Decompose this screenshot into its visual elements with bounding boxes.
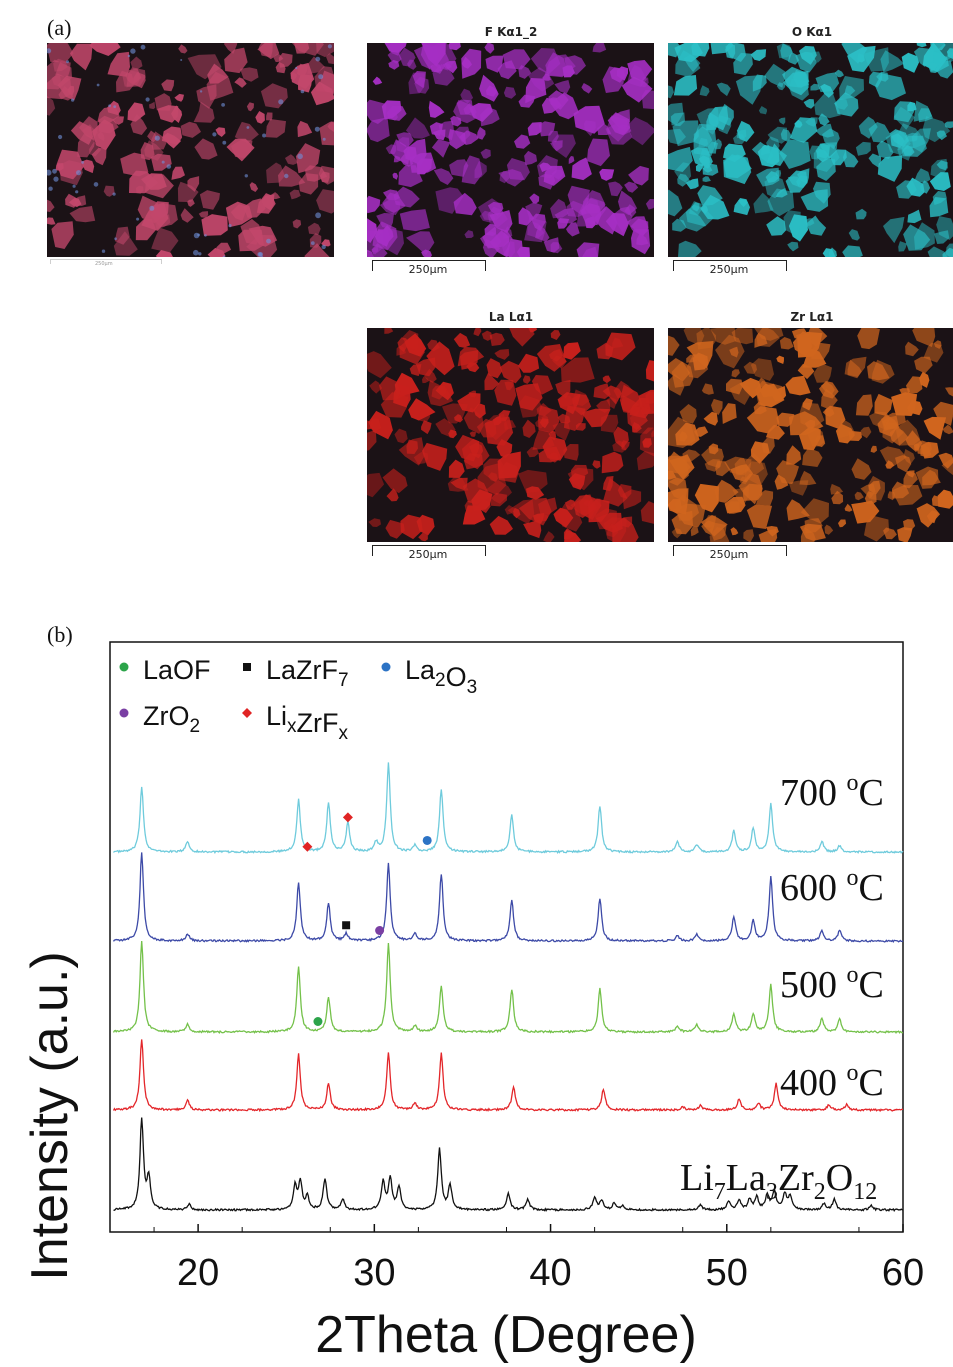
legend-label-4: LixZrFx bbox=[266, 701, 349, 744]
legend-label-2: La2O3 bbox=[405, 655, 477, 698]
panel-a-label: (a) bbox=[47, 15, 72, 40]
legend-label-1: LaZrF7 bbox=[266, 655, 349, 691]
x-tick-label-1: 30 bbox=[353, 1252, 395, 1294]
legend-marker-2 bbox=[381, 662, 391, 672]
o-map-image bbox=[668, 43, 953, 257]
series-layer bbox=[112, 762, 904, 1213]
series-label-3: 400 oC bbox=[780, 1060, 884, 1104]
legend-marker-1 bbox=[243, 663, 251, 671]
series-labels: 700 oC 600 oC 500 oC 400 oC Li7La3Zr2O12 bbox=[680, 770, 884, 1205]
f-map-title: F Kα1_2 bbox=[484, 25, 538, 39]
f-map-image bbox=[367, 43, 654, 257]
la-map-image bbox=[367, 328, 654, 542]
f-scale-bar bbox=[372, 260, 486, 271]
series-line-0 bbox=[113, 762, 904, 855]
f-scale-label: 250μm bbox=[408, 263, 448, 276]
y-axis-title: Intensity (a.u.) bbox=[21, 951, 79, 1280]
x-axis: 20 30 40 50 60 bbox=[153, 1224, 924, 1294]
series-label-0: 700 oC bbox=[780, 770, 884, 814]
panel-b-label: (b) bbox=[47, 622, 73, 647]
zr-map-title: Zr Lα1 bbox=[790, 310, 834, 324]
o-scale-label: 250μm bbox=[709, 263, 749, 276]
series-label-1: 600 oC bbox=[780, 865, 884, 909]
phase-marker-2 bbox=[422, 835, 432, 845]
sem-image bbox=[47, 43, 334, 257]
sem-scale-bar bbox=[50, 259, 162, 264]
phase-marker-3 bbox=[342, 921, 351, 930]
x-tick-label-3: 50 bbox=[706, 1252, 748, 1294]
x-tick-label-2: 40 bbox=[529, 1252, 571, 1294]
map-texture bbox=[47, 43, 334, 257]
zr-map-image bbox=[668, 328, 953, 542]
map-texture bbox=[367, 328, 654, 542]
zr-scale-label: 250μm bbox=[709, 548, 749, 561]
series-line-2 bbox=[112, 940, 904, 1035]
legend-label-0: LaOF bbox=[143, 655, 211, 685]
legend-marker-3 bbox=[119, 708, 129, 718]
la-scale-bar bbox=[372, 545, 486, 556]
map-texture bbox=[668, 43, 953, 257]
series-line-3 bbox=[112, 1039, 903, 1113]
x-tick-label-0: 20 bbox=[177, 1252, 219, 1294]
phase-marker-5 bbox=[313, 1017, 323, 1026]
zr-scale-bar bbox=[673, 545, 787, 556]
sem-scale-label: 250μm bbox=[95, 261, 113, 267]
legend-label-3: ZrO2 bbox=[143, 701, 200, 737]
x-axis-title: 2Theta (Degree) bbox=[315, 1306, 697, 1364]
phase-marker-layer bbox=[302, 812, 432, 1026]
o-map-title: O Kα1 bbox=[791, 25, 833, 39]
x-tick-label-4: 60 bbox=[882, 1252, 924, 1294]
phase-marker-0 bbox=[302, 841, 313, 852]
xrd-chart: 20 30 40 50 60 LaOF LaZrF7 La2O3 ZrO2 LixZrFx 70… bbox=[21, 641, 924, 1364]
phase-marker-4 bbox=[375, 926, 385, 935]
legend-marker-0 bbox=[119, 662, 129, 672]
map-texture bbox=[668, 328, 953, 542]
series-line-1 bbox=[112, 852, 904, 944]
series-label-2: 500 oC bbox=[780, 962, 884, 1006]
o-scale-bar bbox=[673, 260, 787, 271]
map-texture bbox=[367, 43, 654, 257]
series-line-4 bbox=[113, 1117, 904, 1213]
la-scale-label: 250μm bbox=[408, 548, 448, 561]
legend: LaOF LaZrF7 La2O3 ZrO2 LixZrFx bbox=[119, 655, 477, 744]
series-label-4: Li7La3Zr2O12 bbox=[680, 1157, 877, 1205]
legend-marker-4 bbox=[242, 708, 252, 718]
la-map-title: La Lα1 bbox=[488, 310, 534, 324]
plot-frame bbox=[109, 641, 904, 1233]
phase-marker-1 bbox=[342, 812, 353, 823]
